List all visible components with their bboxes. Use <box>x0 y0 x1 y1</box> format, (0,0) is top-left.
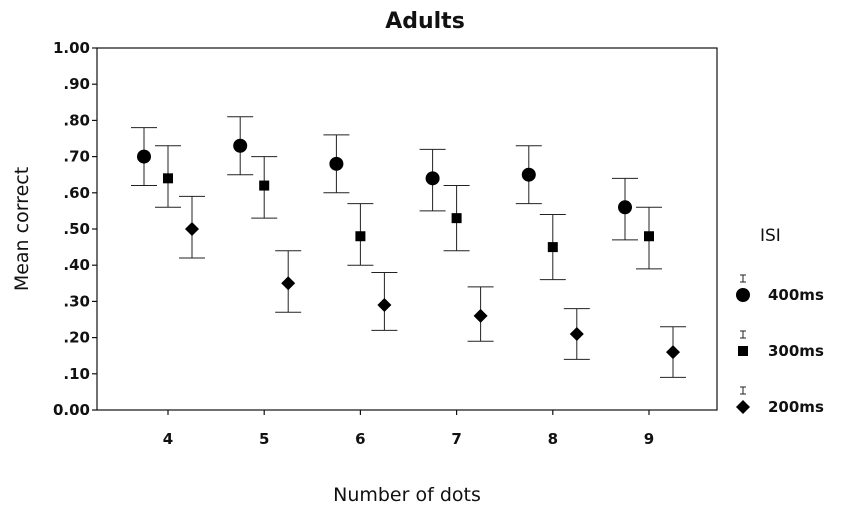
y-tick-label: .30 <box>63 292 90 310</box>
error-bars <box>131 116 686 378</box>
legend-marker-icon <box>738 346 748 356</box>
data-point-400ms <box>521 167 536 182</box>
data-point-300ms <box>163 173 173 184</box>
y-tick-label: .40 <box>63 256 90 274</box>
legend-title: ISI <box>760 226 781 246</box>
data-point-200ms <box>473 308 488 323</box>
y-tick-label: .80 <box>63 111 90 129</box>
data-point-400ms <box>425 171 440 186</box>
x-tick-label: 8 <box>548 430 558 448</box>
legend: 400ms 300ms 200ms <box>736 274 824 416</box>
x-axis-label: Number of dots <box>333 484 481 506</box>
legend-label: 300ms <box>768 342 824 360</box>
data-point-200ms <box>666 345 680 360</box>
y-tick-label: 1.00 <box>53 39 90 57</box>
data-point-200ms <box>377 298 392 313</box>
data-point-300ms <box>547 242 558 253</box>
y-tick-label: .50 <box>63 220 90 238</box>
legend-marker-icon <box>736 400 750 414</box>
data-point-300ms <box>644 231 654 242</box>
x-tick-label: 6 <box>355 430 365 448</box>
x-tick-label: 5 <box>259 430 269 448</box>
data-point-400ms <box>618 200 632 215</box>
legend-error-bar-icon <box>740 274 746 283</box>
data-point-300ms <box>259 180 270 191</box>
data-point-200ms <box>281 276 296 291</box>
data-point-400ms <box>233 138 248 153</box>
legend-item-200ms: 200ms <box>736 386 824 416</box>
legend-item-300ms: 300ms <box>738 330 824 360</box>
legend-label: 400ms <box>768 286 824 304</box>
legend-error-bar-icon <box>740 330 746 339</box>
x-tick-label: 9 <box>644 430 654 448</box>
y-tick-label: .20 <box>63 329 90 347</box>
legend-marker-icon <box>736 288 750 302</box>
y-tick-label: .60 <box>63 184 90 202</box>
y-tick-label: .10 <box>63 365 90 383</box>
x-axis: 4 5 6 7 8 9 <box>163 410 654 448</box>
data-point-400ms <box>329 156 344 171</box>
x-tick-label: 7 <box>451 430 461 448</box>
data-point-200ms <box>569 326 584 341</box>
data-points <box>137 138 680 360</box>
data-point-300ms <box>355 231 366 242</box>
legend-error-bar-icon <box>740 386 746 395</box>
legend-label: 200ms <box>768 398 824 416</box>
y-tick-label: 0.00 <box>53 401 90 419</box>
x-tick-label: 4 <box>163 430 173 448</box>
data-point-300ms <box>451 213 462 224</box>
y-tick-label: .70 <box>63 148 90 166</box>
data-point-200ms <box>185 222 199 236</box>
chart-title: Adults <box>385 9 465 34</box>
y-tick-label: .90 <box>63 75 90 93</box>
data-point-400ms <box>137 149 151 164</box>
legend-item-400ms: 400ms <box>736 274 824 304</box>
y-axis: 0.00 .10 .20 .30 .40 .50 .60 .70 .80 .90 1.00 <box>53 39 97 419</box>
y-axis-label: Mean correct <box>11 167 33 291</box>
